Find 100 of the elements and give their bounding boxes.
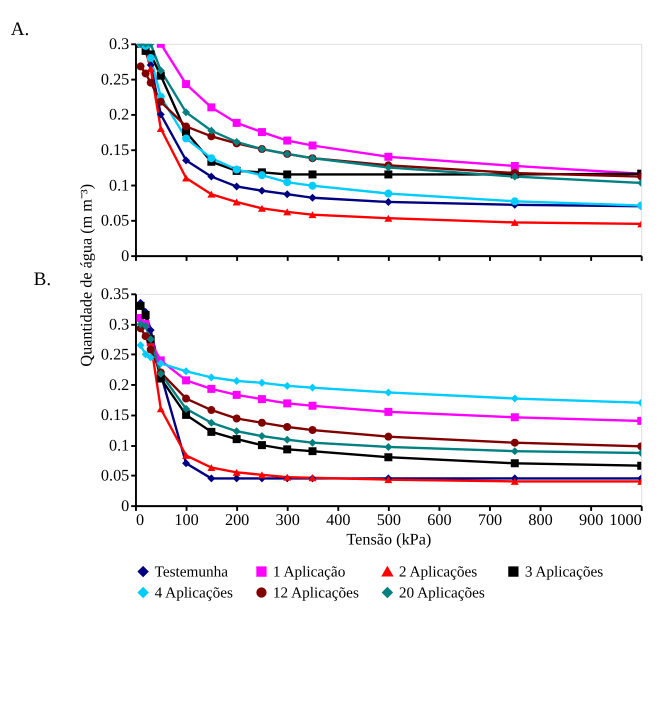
point xyxy=(283,445,292,454)
legend-label: Testemunha xyxy=(154,563,228,580)
point xyxy=(308,211,316,218)
point xyxy=(308,426,316,434)
point xyxy=(207,406,216,414)
x-tick-label: 700 xyxy=(478,511,502,530)
point xyxy=(207,474,216,482)
point xyxy=(136,341,145,350)
x-tick-label: 300 xyxy=(276,511,300,530)
point xyxy=(258,378,266,387)
y-tick-label: 0.05 xyxy=(100,466,130,485)
point xyxy=(384,432,392,441)
legend-label: 20 Aplicações xyxy=(398,584,485,602)
point xyxy=(182,122,190,130)
point xyxy=(510,438,519,447)
point xyxy=(510,197,519,206)
point xyxy=(156,98,165,106)
point xyxy=(146,326,155,334)
point xyxy=(258,441,266,450)
point xyxy=(182,134,190,142)
chart-title: B. xyxy=(34,269,52,290)
x-tick-label: 0 xyxy=(136,511,144,530)
point xyxy=(510,447,519,456)
point xyxy=(384,190,392,198)
y-tick-label: 0.2 xyxy=(109,106,130,124)
point xyxy=(283,382,292,390)
point xyxy=(510,162,519,170)
point xyxy=(182,367,190,376)
x-tick-label: 100 xyxy=(174,511,199,530)
point xyxy=(283,170,292,178)
point xyxy=(156,66,165,75)
point xyxy=(232,435,241,444)
y-tick-label: 0.1 xyxy=(109,176,130,194)
point xyxy=(258,471,266,478)
point xyxy=(232,198,241,206)
point xyxy=(207,373,216,382)
point xyxy=(232,390,241,399)
legend-label: 3 Aplicações xyxy=(524,563,604,580)
y-tick-label: 0.15 xyxy=(100,140,130,159)
y-tick-label: 0.2 xyxy=(109,376,130,394)
point xyxy=(156,359,165,368)
point xyxy=(258,204,266,212)
point xyxy=(283,136,292,145)
point xyxy=(207,384,216,393)
point xyxy=(232,118,241,127)
point xyxy=(182,394,190,403)
y-tick-label: 0.1 xyxy=(109,436,130,454)
point xyxy=(283,422,292,431)
point xyxy=(384,214,392,222)
point xyxy=(182,410,190,419)
point xyxy=(384,152,392,161)
point xyxy=(156,110,165,118)
x-tick-label: 800 xyxy=(528,511,553,530)
legend-label: 2 Aplicações xyxy=(398,564,478,581)
point xyxy=(308,402,316,410)
point xyxy=(308,182,316,190)
point xyxy=(308,142,316,150)
y-tick-label: 0.35 xyxy=(100,285,130,304)
x-axis-title: Tensão (kPa) xyxy=(346,530,432,548)
y-tick-label: 0.25 xyxy=(100,70,130,88)
point xyxy=(142,332,150,340)
point xyxy=(232,427,241,436)
point xyxy=(207,428,216,436)
y-tick-label: 0 xyxy=(121,496,130,515)
point xyxy=(384,170,392,178)
y-tick-label: 0 xyxy=(121,246,130,265)
point xyxy=(283,178,292,186)
point xyxy=(510,172,519,181)
x-tick-label: 600 xyxy=(427,511,452,530)
point xyxy=(258,418,266,427)
point xyxy=(146,78,155,87)
point xyxy=(384,442,392,451)
point xyxy=(232,414,241,422)
point xyxy=(207,172,216,181)
point xyxy=(283,436,292,444)
y-tick-label: 0.3 xyxy=(109,35,130,54)
y-tick-label: 0.15 xyxy=(100,406,130,424)
point xyxy=(156,125,165,132)
point xyxy=(384,408,392,416)
point xyxy=(182,174,190,182)
point xyxy=(258,395,266,404)
point xyxy=(207,103,216,112)
point xyxy=(510,478,519,485)
point xyxy=(232,376,241,385)
point xyxy=(142,69,150,78)
point xyxy=(146,353,155,362)
point xyxy=(258,432,266,440)
point xyxy=(207,190,216,198)
point xyxy=(308,194,316,202)
point xyxy=(207,154,216,162)
point xyxy=(136,62,145,70)
y-tick-label: 0.3 xyxy=(109,315,130,334)
legend-label: 1 Aplicação xyxy=(272,563,346,580)
y-tick-label: 0.25 xyxy=(100,346,130,364)
point xyxy=(283,190,292,198)
point xyxy=(510,413,519,422)
point xyxy=(258,171,266,180)
point xyxy=(308,447,316,456)
point xyxy=(182,80,190,88)
chart-title: A. xyxy=(10,19,30,40)
